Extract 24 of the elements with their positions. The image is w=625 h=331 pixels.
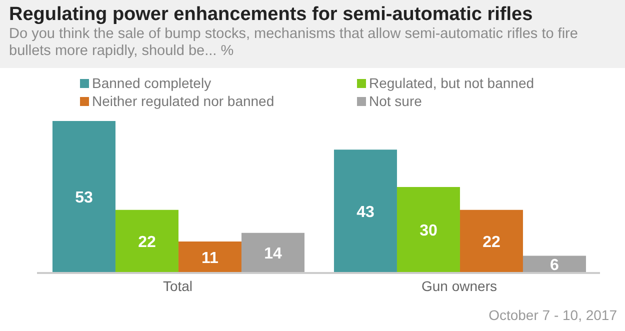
legend-label: Neither regulated nor banned bbox=[92, 93, 274, 109]
x-tick-label: Total bbox=[162, 278, 193, 294]
data-label: 30 bbox=[420, 222, 438, 240]
chart-title: Regulating power enhancements for semi-automatic rifles bbox=[9, 4, 534, 26]
data-label: 14 bbox=[264, 246, 282, 263]
bar bbox=[178, 241, 242, 273]
data-label: 11 bbox=[202, 250, 219, 267]
data-label: 43 bbox=[356, 204, 374, 222]
x-tick-label: Gun owners bbox=[422, 278, 497, 294]
legend-label: Not sure bbox=[369, 93, 422, 109]
bar bbox=[115, 210, 178, 273]
legend-label: Regulated, but not banned bbox=[369, 75, 534, 91]
chart-subtitle: Do you think the sale of bump stocks, mechanisms that allow semi-automatic rifles to fire bullets more rapidly, should be... % bbox=[9, 26, 579, 60]
data-label: 53 bbox=[75, 190, 93, 207]
bar bbox=[241, 232, 304, 273]
data-label: 6 bbox=[550, 257, 560, 274]
bar bbox=[52, 121, 116, 273]
data-label: 22 bbox=[138, 234, 156, 252]
data-label: 22 bbox=[482, 234, 500, 252]
bar bbox=[460, 210, 523, 273]
legend-label: Banned completely bbox=[92, 75, 212, 91]
text: October 7 - 10, 2017 bbox=[488, 307, 617, 323]
bar bbox=[396, 186, 460, 273]
bar bbox=[334, 150, 397, 273]
